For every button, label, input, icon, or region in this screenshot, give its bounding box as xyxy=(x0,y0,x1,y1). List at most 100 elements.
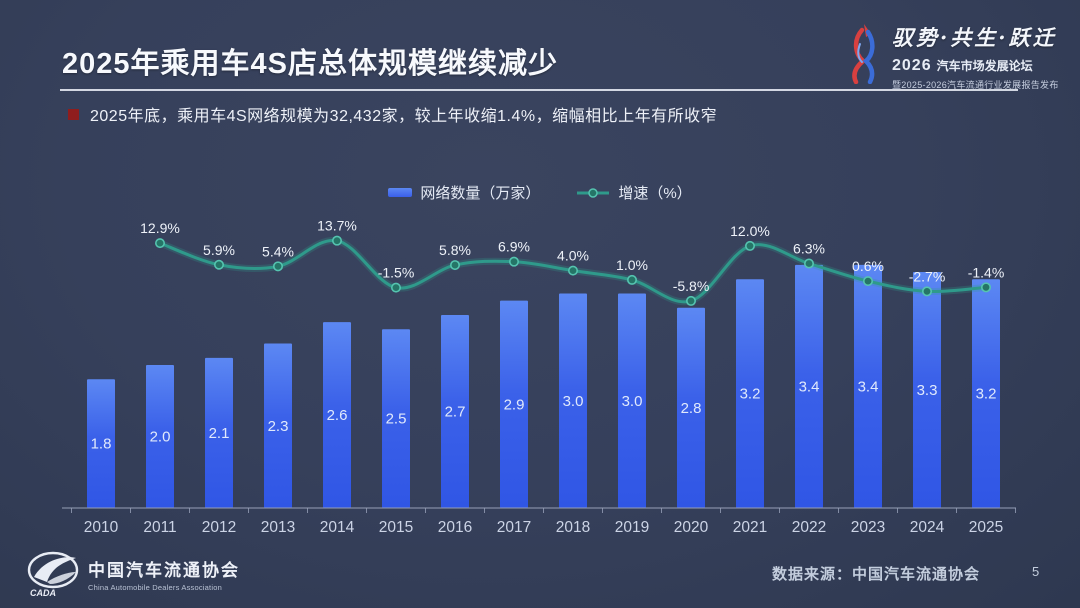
bar-value-label-2017: 2.9 xyxy=(504,396,525,413)
page-title: 2025年乘用车4S店总体规模继续减少 xyxy=(62,48,558,80)
line-value-label-2013: 5.4% xyxy=(262,243,294,259)
forum-event-name: 汽车市场发展论坛 xyxy=(936,59,1033,73)
bar-value-label-2019: 3.0 xyxy=(622,393,643,410)
legend-bar-label: 网络数量（万家） xyxy=(420,185,541,202)
bar-2015 xyxy=(382,329,410,508)
bullet-square-icon xyxy=(68,108,79,120)
line-point-2017 xyxy=(508,256,519,267)
line-value-label-2022: 6.3% xyxy=(793,241,825,257)
forum-logo: 驭势·共生·跃迁 2026 汽车市场发展论坛 暨2025-2026汽车流通行业发… xyxy=(843,22,1059,91)
bar-2019 xyxy=(618,293,646,508)
bar-value-label-2010: 1.8 xyxy=(91,436,112,453)
cada-abbr: CADA xyxy=(30,588,56,598)
title-underline xyxy=(60,89,1018,91)
line-value-label-2015: -1.5% xyxy=(378,265,415,281)
line-point-2016 xyxy=(449,260,460,271)
bar-2021 xyxy=(736,279,764,508)
x-label-2021: 2021 xyxy=(733,519,767,536)
bar-value-label-2020: 2.8 xyxy=(681,400,702,417)
bar-value-label-2012: 2.1 xyxy=(209,425,230,442)
bullet-row: 2025年底，乘用车4S网络规模为32,432家，较上年收缩1.4%，缩幅相比上… xyxy=(68,102,717,126)
bar-2010 xyxy=(87,379,115,508)
line-value-label-2021: 12.0% xyxy=(730,223,770,239)
line-point-2012 xyxy=(214,259,225,270)
x-label-2017: 2017 xyxy=(497,519,531,536)
line-value-label-2017: 6.9% xyxy=(498,239,530,255)
bullet-text: 2025年底，乘用车4S网络规模为32,432家，较上年收缩1.4%，缩幅相比上… xyxy=(90,108,718,125)
x-label-2023: 2023 xyxy=(851,519,885,536)
bar-2023 xyxy=(854,264,882,508)
line-value-label-2014: 13.7% xyxy=(317,218,357,234)
legend-line-swatch-icon xyxy=(577,187,610,198)
cada-logo: CADA 中国汽车流通协会 China Automobile Dealers A… xyxy=(26,550,240,598)
bar-value-label-2022: 3.4 xyxy=(799,378,820,395)
x-label-2025: 2025 xyxy=(969,519,1003,536)
chart-legend: 网络数量（万家） 增速（%） xyxy=(0,182,1080,203)
x-label-2016: 2016 xyxy=(438,519,472,536)
line-point-2013 xyxy=(272,261,283,272)
horse-logo-icon xyxy=(852,24,875,84)
line-point-2011 xyxy=(155,238,166,249)
org-name-en: China Automobile Dealers Association xyxy=(88,583,222,592)
line-point-2015 xyxy=(390,282,401,293)
cada-text-block: 中国汽车流通协会 China Automobile Dealers Associ… xyxy=(88,556,240,592)
line-value-label-2019: 1.0% xyxy=(616,257,648,273)
bar-2011 xyxy=(146,365,174,508)
bar-2018 xyxy=(559,293,587,508)
bar-2024 xyxy=(913,272,941,508)
bar-value-label-2025: 3.2 xyxy=(976,386,997,403)
bar-value-label-2018: 3.0 xyxy=(563,393,584,410)
line-value-label-2016: 5.8% xyxy=(439,242,471,258)
page-number: 5 xyxy=(1032,564,1040,579)
bar-value-label-2023: 3.4 xyxy=(858,378,879,395)
bar-2012 xyxy=(205,357,233,508)
x-label-2024: 2024 xyxy=(910,519,945,536)
data-source: 数据来源：中国汽车流通协会 xyxy=(772,565,981,583)
x-label-2020: 2020 xyxy=(674,519,709,536)
bar-value-label-2011: 2.0 xyxy=(150,429,171,446)
line-value-label-2025: -1.4% xyxy=(968,264,1005,280)
bar-value-label-2024: 3.3 xyxy=(917,382,938,399)
x-label-2014: 2014 xyxy=(320,519,355,536)
x-label-2010: 2010 xyxy=(84,519,119,536)
line-point-2024 xyxy=(921,286,932,297)
bar-2016 xyxy=(441,314,469,508)
line-point-2019 xyxy=(626,274,637,285)
line-point-2014 xyxy=(331,235,342,246)
forum-event-year: 2026 xyxy=(892,57,932,74)
legend-bar-swatch-icon xyxy=(388,188,413,197)
line-value-label-2023: 0.6% xyxy=(852,258,884,274)
bar-2025 xyxy=(972,279,1000,508)
line-point-2022 xyxy=(803,258,814,269)
legend-line-label: 增速（%） xyxy=(618,185,692,202)
line-value-label-2011: 12.9% xyxy=(140,220,180,236)
x-label-2012: 2012 xyxy=(202,519,236,536)
line-point-2025 xyxy=(980,282,991,293)
line-point-2021 xyxy=(744,240,755,251)
line-value-label-2024: -2.7% xyxy=(909,268,946,284)
bar-2013 xyxy=(264,343,292,508)
line-point-2020 xyxy=(685,295,696,306)
bar-value-label-2015: 2.5 xyxy=(386,411,407,428)
forum-event-line: 2026 汽车市场发展论坛 xyxy=(892,57,1059,75)
bar-2020 xyxy=(677,307,705,508)
forum-event-subtitle: 暨2025-2026汽车流通行业发展报告发布 xyxy=(892,80,1059,90)
bar-2022 xyxy=(795,264,823,508)
x-label-2019: 2019 xyxy=(615,519,649,536)
x-label-2018: 2018 xyxy=(556,519,590,536)
line-point-2018 xyxy=(567,265,578,276)
line-point-2023 xyxy=(862,276,873,287)
x-label-2011: 2011 xyxy=(143,519,176,536)
x-label-2013: 2013 xyxy=(261,519,295,536)
org-name-cn: 中国汽车流通协会 xyxy=(88,561,240,580)
legend-item-line: 增速（%） xyxy=(576,182,692,203)
line-value-label-2020: -5.8% xyxy=(673,278,710,294)
line-value-label-2018: 4.0% xyxy=(557,248,589,264)
bar-value-label-2021: 3.2 xyxy=(740,386,761,403)
x-label-2015: 2015 xyxy=(379,519,413,536)
bar-value-label-2016: 2.7 xyxy=(445,403,466,420)
cada-emblem-icon: CADA xyxy=(27,551,79,598)
x-label-2022: 2022 xyxy=(792,519,826,536)
